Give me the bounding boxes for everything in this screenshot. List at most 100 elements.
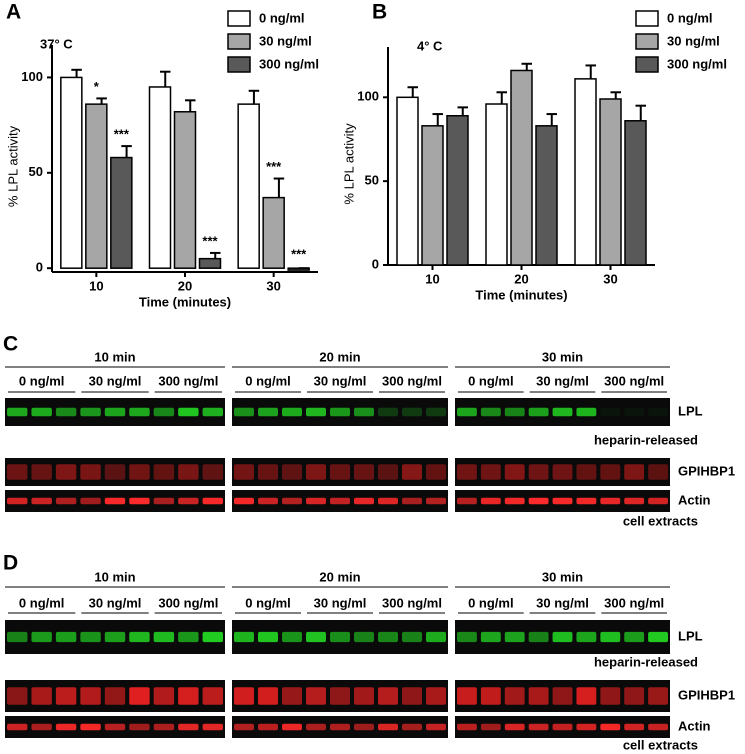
blot-band: [306, 687, 326, 705]
blot-band: [31, 723, 52, 731]
dose-label: 30 ng/ml: [89, 595, 142, 610]
row-label: GPIHBP1: [678, 687, 735, 702]
blot-band: [55, 497, 77, 505]
blot-band: [480, 631, 501, 643]
blot-band: [31, 407, 52, 417]
blot-band: [330, 497, 350, 505]
blot-band: [504, 464, 525, 480]
row-label: Actin: [678, 718, 711, 733]
blot-band: [648, 464, 668, 480]
blot-band: [457, 497, 477, 505]
bar: [237, 103, 260, 269]
dose-label: 0 ng/ml: [468, 373, 514, 388]
significance-label: *: [94, 79, 100, 94]
blot-band: [576, 407, 597, 417]
blot-band: [282, 407, 302, 417]
blot-band: [258, 631, 278, 643]
blot-band: [504, 407, 525, 417]
blot-band: [258, 407, 278, 417]
blot-band: [480, 687, 501, 705]
x-tick-label: 10: [89, 278, 103, 293]
bar: [574, 78, 597, 266]
blot-band: [378, 497, 398, 505]
blot-band: [234, 687, 254, 705]
blot-band: [178, 464, 199, 480]
blot-band: [426, 497, 446, 505]
blot-band: [552, 497, 573, 505]
blot-band: [153, 497, 175, 505]
dose-label: 0 ng/ml: [468, 595, 514, 610]
blot-band: [306, 723, 326, 731]
bar: [624, 120, 647, 266]
blot-band: [354, 723, 374, 731]
blot-band: [528, 464, 549, 480]
dose-label: 300 ng/ml: [604, 595, 664, 610]
dose-label: 0 ng/ml: [19, 373, 65, 388]
blot-band: [202, 687, 223, 705]
blot-band: [378, 407, 398, 417]
y-axis-label: % LPL activity: [5, 125, 20, 207]
blot-band: [7, 631, 28, 643]
panel-label: A: [6, 1, 21, 24]
blot-band: [55, 631, 77, 643]
blot-band: [528, 687, 549, 705]
row-label: LPL: [678, 628, 703, 643]
dose-label: 30 ng/ml: [314, 373, 367, 388]
dose-label: 0 ng/ml: [245, 373, 291, 388]
blot-band: [457, 723, 477, 731]
blot-band: [378, 723, 398, 731]
legend-swatch: [227, 10, 251, 27]
group-label: 30 min: [542, 569, 583, 584]
blot-band: [153, 407, 175, 417]
blot-band: [576, 687, 597, 705]
blot-band: [153, 687, 175, 705]
y-tick-label: 0: [36, 260, 43, 275]
legend-label: 300 ng/ml: [667, 56, 727, 71]
blot-band: [624, 631, 645, 643]
blot-band: [457, 687, 477, 705]
blot-band: [648, 497, 668, 505]
blot-band: [528, 723, 549, 731]
blot-band: [178, 497, 199, 505]
legend-swatch: [635, 33, 659, 50]
dose-label: 30 ng/ml: [89, 373, 142, 388]
legend-label: 0 ng/ml: [259, 10, 305, 25]
bar: [148, 86, 172, 269]
blot-band: [306, 497, 326, 505]
blot-band: [402, 723, 422, 731]
blot-band: [457, 464, 477, 480]
blot-band: [426, 723, 446, 731]
blot-band: [80, 631, 101, 643]
blot-band: [330, 723, 350, 731]
blot-band: [80, 687, 101, 705]
blot-band: [282, 497, 302, 505]
blot-band: [129, 497, 150, 505]
bar: [287, 267, 310, 271]
blot-band: [80, 723, 101, 731]
legend-swatch: [227, 56, 251, 73]
blot-band: [306, 464, 326, 480]
blot-band: [402, 631, 422, 643]
blot-band: [80, 497, 101, 505]
x-tick-label: 10: [425, 271, 439, 286]
dose-label: 30 ng/ml: [314, 595, 367, 610]
blot-band: [426, 631, 446, 643]
blot-band: [282, 631, 302, 643]
blot-band: [234, 631, 254, 643]
blot-band: [426, 687, 446, 705]
blot-band: [129, 631, 150, 643]
blot-band: [153, 631, 175, 643]
blot-band: [480, 497, 501, 505]
blot-band: [402, 687, 422, 705]
blot-band: [648, 687, 668, 705]
blot-band: [552, 687, 573, 705]
legend-swatch: [635, 56, 659, 73]
blot-band: [354, 687, 374, 705]
blot-band: [178, 631, 199, 643]
blot-band: [378, 464, 398, 480]
blot-band: [7, 464, 28, 480]
blot-band: [55, 723, 77, 731]
blot-band: [129, 687, 150, 705]
blot-band: [576, 631, 597, 643]
caption: heparin-released: [594, 432, 698, 447]
